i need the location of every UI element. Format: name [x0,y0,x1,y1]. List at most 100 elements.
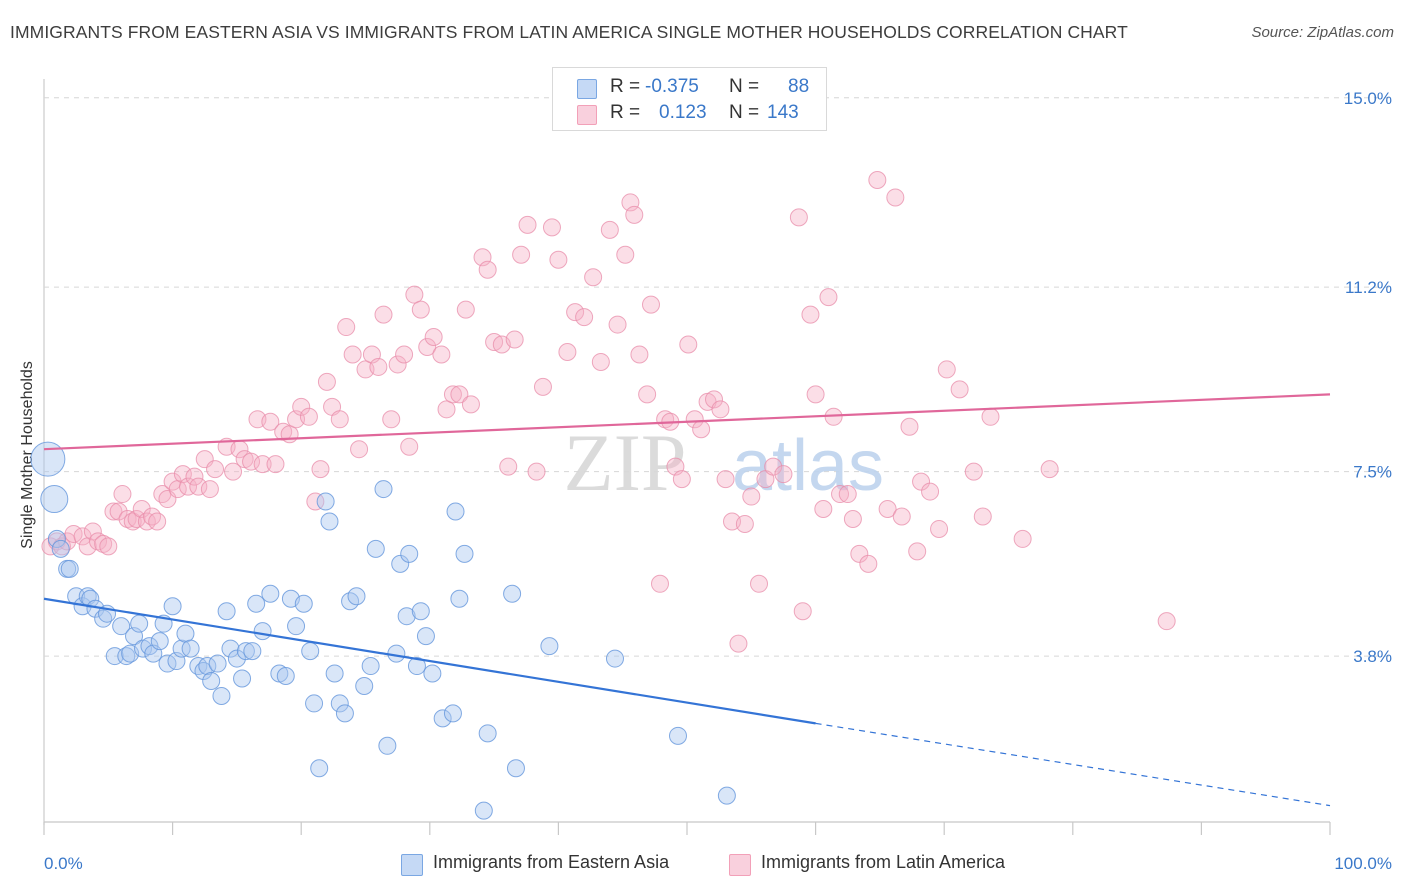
data-point-eastern-asia [310,759,329,778]
data-point-eastern-asia [233,669,252,688]
data-point-latin-america [280,425,299,444]
data-point-eastern-asia [540,637,559,656]
legend-r-label: R = [610,76,641,97]
watermark: ZIP atlas [564,417,885,508]
data-point-eastern-asia [40,485,69,514]
legend-label: Immigrants from Latin America [761,852,1006,872]
eastern-asia-points [30,441,736,820]
data-point-latin-america [750,574,769,593]
data-point-eastern-asia [181,639,200,658]
data-point-latin-america [566,303,585,322]
data-point-latin-america [868,171,887,190]
data-point-latin-america [679,335,698,354]
data-point-eastern-asia [236,642,255,661]
data-point-eastern-asia [261,584,280,603]
data-point-latin-america [456,300,475,319]
data-point-eastern-asia [47,529,66,548]
y-tick-label: 3.8% [1353,647,1392,666]
data-point-latin-america [1040,460,1059,479]
data-point-latin-america [317,372,336,391]
data-point-eastern-asia [305,694,324,713]
data-point-eastern-asia [301,642,320,661]
data-point-latin-america [330,410,349,429]
legend-row-eastern-asia: R = -0.375 N = 88 [553,76,826,102]
data-point-eastern-asia [433,709,452,728]
data-point-eastern-asia [247,594,266,613]
data-point-latin-america [411,300,430,319]
legend-swatch-pink [729,854,751,876]
data-point-latin-america [742,487,761,506]
data-point-eastern-asia [112,617,131,636]
data-point-latin-america [83,522,102,541]
legend-n-value: 143 [767,102,799,123]
data-point-latin-america [253,455,272,474]
data-point-latin-america [242,452,261,471]
data-point-latin-america [886,188,905,207]
data-point-eastern-asia [478,724,497,743]
data-point-eastern-asia [287,617,306,636]
data-point-latin-america [424,328,443,347]
data-point-eastern-asia [227,649,246,668]
data-point-eastern-asia [212,686,231,705]
data-point-eastern-asia [243,642,262,661]
y-tick-label: 11.2% [1345,278,1392,297]
data-point-eastern-asia [217,602,236,621]
data-point-latin-america [819,288,838,307]
data-point-latin-america [764,457,783,476]
x-tick-label: 0.0% [44,854,83,873]
data-point-eastern-asia [221,639,240,658]
latin-america-points [41,171,1176,653]
data-point-latin-america [499,457,518,476]
data-point-latin-america [118,509,137,528]
data-point-latin-america [200,480,219,499]
x-tick-labels: 0.0% 100.0% [44,854,1392,873]
data-point-latin-america [716,470,735,489]
source-attribution: Source: ZipAtlas.com [1251,24,1394,41]
data-point-latin-america [432,345,451,364]
data-point-eastern-asia [416,627,435,646]
data-point-latin-america [527,462,546,481]
data-point-latin-america [789,208,808,227]
data-point-latin-america [584,268,603,287]
data-point-latin-america [600,220,619,239]
data-point-latin-america [850,544,869,563]
data-point-eastern-asia [330,694,349,713]
data-point-latin-america [921,482,940,501]
y-tick-label: 7.5% [1353,463,1392,482]
data-point-eastern-asia [172,639,191,658]
data-point-latin-america [311,460,330,479]
data-point-eastern-asia [455,544,474,563]
legend-swatch-blue [401,854,423,876]
data-point-eastern-asia [51,539,70,558]
data-point-eastern-asia [325,664,344,683]
data-point-latin-america [299,407,318,426]
data-point-latin-america [831,485,850,504]
data-point-latin-america [608,315,627,334]
data-point-latin-america [306,492,325,511]
data-point-eastern-asia [423,664,442,683]
data-point-latin-america [148,512,167,531]
data-point-latin-america [650,574,669,593]
data-point-eastern-asia [198,657,217,676]
data-point-latin-america [937,360,956,379]
y-tick-labels: 3.8% 7.5% 11.2% 15.0% [1344,89,1392,666]
data-point-eastern-asia [150,632,169,651]
legend-swatch-pink [577,105,597,125]
data-point-eastern-asia [355,676,374,695]
data-point-latin-america [206,460,225,479]
data-point-eastern-asia [506,759,525,778]
data-point-latin-america [735,514,754,533]
data-point-eastern-asia [253,622,272,641]
data-point-latin-america [806,385,825,404]
legend-row-latin-america: R = 0.123 N = 143 [553,102,826,128]
legend-swatch-blue [577,79,597,99]
legend-r-value: 0.123 [659,102,707,123]
y-tick-label: 15.0% [1344,89,1392,108]
data-point-eastern-asia [391,554,410,573]
data-point-eastern-asia [294,594,313,613]
data-point-latin-america [533,377,552,396]
data-point-latin-america [950,380,969,399]
data-point-latin-america [575,308,594,327]
data-point-latin-america [672,470,691,489]
